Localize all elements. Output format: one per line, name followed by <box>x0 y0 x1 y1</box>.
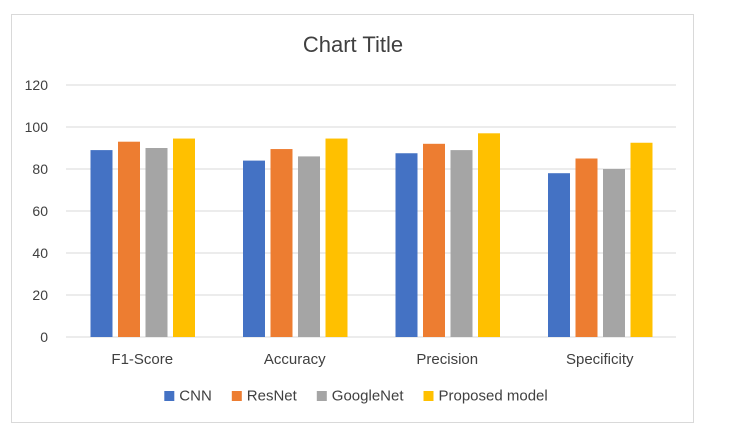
gridlines <box>66 84 676 338</box>
bar-cnn-specificity <box>548 173 570 337</box>
legend-label: Proposed model <box>439 388 548 405</box>
x-axis-category-labels: F1-Score Accuracy Precision Specificity <box>111 351 634 368</box>
chart-title: Chart Title <box>303 32 403 57</box>
legend-swatch <box>423 391 434 401</box>
bars <box>90 133 653 337</box>
bar-googlenet-precision <box>450 150 473 337</box>
bar-resnet-f1-score <box>118 141 140 337</box>
legend-item: GoogleNet <box>316 388 405 405</box>
y-tick-label: 120 <box>25 77 49 93</box>
x-category-label: Accuracy <box>264 351 326 368</box>
legend-swatch <box>231 391 242 401</box>
y-tick-label: 40 <box>32 245 48 261</box>
y-tick-label: 0 <box>40 329 48 345</box>
legend-label: CNN <box>179 388 212 405</box>
y-tick-label: 20 <box>32 287 48 303</box>
y-tick-label: 80 <box>32 161 48 177</box>
bar-cnn-accuracy <box>243 160 265 337</box>
bar-googlenet-accuracy <box>298 156 320 337</box>
bar-proposed-model-precision <box>478 133 500 337</box>
bar-proposed-model-accuracy <box>325 138 348 337</box>
bar-cnn-f1-score <box>90 150 113 337</box>
y-axis-tick-labels: 0 20 40 60 80 100 120 <box>25 77 49 345</box>
x-category-label: Specificity <box>566 351 634 368</box>
legend-label: ResNet <box>247 388 298 405</box>
legend: CNN ResNet GoogleNet Proposed model <box>164 388 548 405</box>
legend-item: Proposed model <box>423 388 548 405</box>
bar-cnn-precision <box>395 153 418 337</box>
bar-proposed-model-specificity <box>630 142 653 337</box>
bar-proposed-model-f1-score <box>173 138 195 337</box>
legend-swatch <box>164 391 175 401</box>
x-category-label: Precision <box>416 351 478 368</box>
y-tick-label: 100 <box>25 119 49 135</box>
bar-resnet-precision <box>423 143 445 337</box>
bar-googlenet-f1-score <box>145 148 168 337</box>
bar-resnet-accuracy <box>270 149 293 337</box>
y-tick-label: 60 <box>32 203 48 219</box>
legend-item: CNN <box>164 388 212 405</box>
legend-swatch <box>316 391 327 401</box>
bar-googlenet-specificity <box>603 169 625 337</box>
bar-resnet-specificity <box>575 158 598 337</box>
legend-item: ResNet <box>231 388 298 405</box>
legend-label: GoogleNet <box>332 388 405 405</box>
x-category-label: F1-Score <box>111 351 173 368</box>
